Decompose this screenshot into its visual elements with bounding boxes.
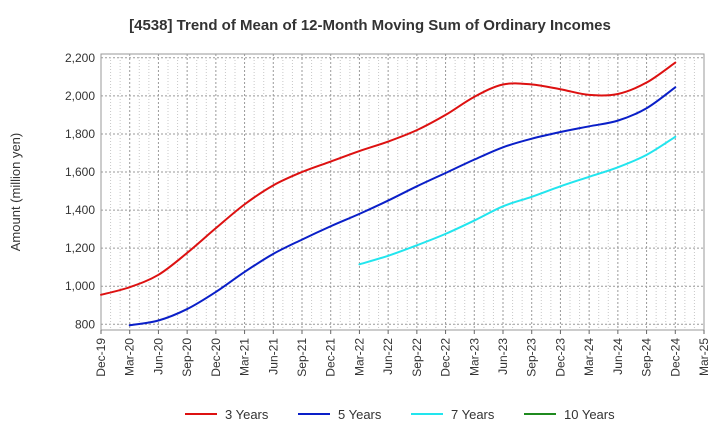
- x-tick-label: Sep-24: [640, 338, 654, 377]
- x-tick-label: Dec-21: [324, 338, 338, 377]
- legend-label: 3 Years: [225, 407, 269, 422]
- legend-label: 7 Years: [451, 407, 495, 422]
- x-tick-label: Jun-20: [151, 338, 165, 375]
- grid-lines: [101, 54, 704, 330]
- y-tick-label: 1,800: [65, 127, 95, 141]
- y-tick-label: 2,000: [65, 89, 95, 103]
- x-tick-label: Mar-22: [352, 338, 366, 376]
- x-tick-label: Sep-20: [180, 338, 194, 377]
- chart-title: [4538] Trend of Mean of 12-Month Moving …: [129, 17, 611, 34]
- x-tick-label: Sep-23: [525, 338, 539, 377]
- x-axis-ticks: Dec-19 Mar-20 Jun-20 Sep-20 Dec-20 Mar-21 Jun-…: [94, 330, 711, 377]
- x-tick-label: Sep-21: [295, 338, 309, 377]
- x-tick-label: Jun-21: [266, 338, 280, 375]
- x-tick-label: Mar-21: [238, 338, 252, 376]
- y-tick-label: 1,600: [65, 165, 95, 179]
- legend-label: 10 Years: [564, 407, 615, 422]
- x-tick-label: Mar-24: [582, 338, 596, 376]
- series-line-3-years: [100, 61, 677, 296]
- x-tick-label: Mar-23: [467, 338, 481, 376]
- series-line-5-years: [128, 86, 677, 327]
- y-tick-label: 1,400: [65, 203, 95, 217]
- x-tick-label: Jun-22: [381, 338, 395, 375]
- y-tick-label: 1,200: [65, 241, 95, 255]
- series-line-7-years: [358, 135, 677, 266]
- y-tick-label: 2,200: [65, 51, 95, 65]
- x-tick-label: Dec-24: [668, 338, 682, 377]
- y-axis-label: Amount (million yen): [8, 133, 23, 252]
- y-tick-label: 1,000: [65, 279, 95, 293]
- y-axis-ticks: 800 1,000 1,200 1,400 1,600 1,800 2,000 2,200: [65, 51, 95, 331]
- x-tick-label: Dec-19: [94, 338, 108, 377]
- y-tick-label: 800: [75, 317, 95, 331]
- x-tick-label: Dec-22: [439, 338, 453, 377]
- x-tick-label: Dec-20: [209, 338, 223, 377]
- plot-area: [100, 53, 705, 331]
- legend-label: 5 Years: [338, 407, 382, 422]
- legend: 3 Years 5 Years 7 Years 10 Years: [185, 407, 615, 422]
- x-tick-label: Jun-24: [611, 338, 625, 375]
- x-tick-label: Jun-23: [496, 338, 510, 375]
- series-lines: [100, 61, 677, 327]
- x-tick-label: Sep-22: [410, 338, 424, 377]
- x-tick-label: Mar-20: [123, 338, 137, 376]
- x-tick-label: Mar-25: [697, 338, 711, 376]
- x-tick-label: Dec-23: [553, 338, 567, 377]
